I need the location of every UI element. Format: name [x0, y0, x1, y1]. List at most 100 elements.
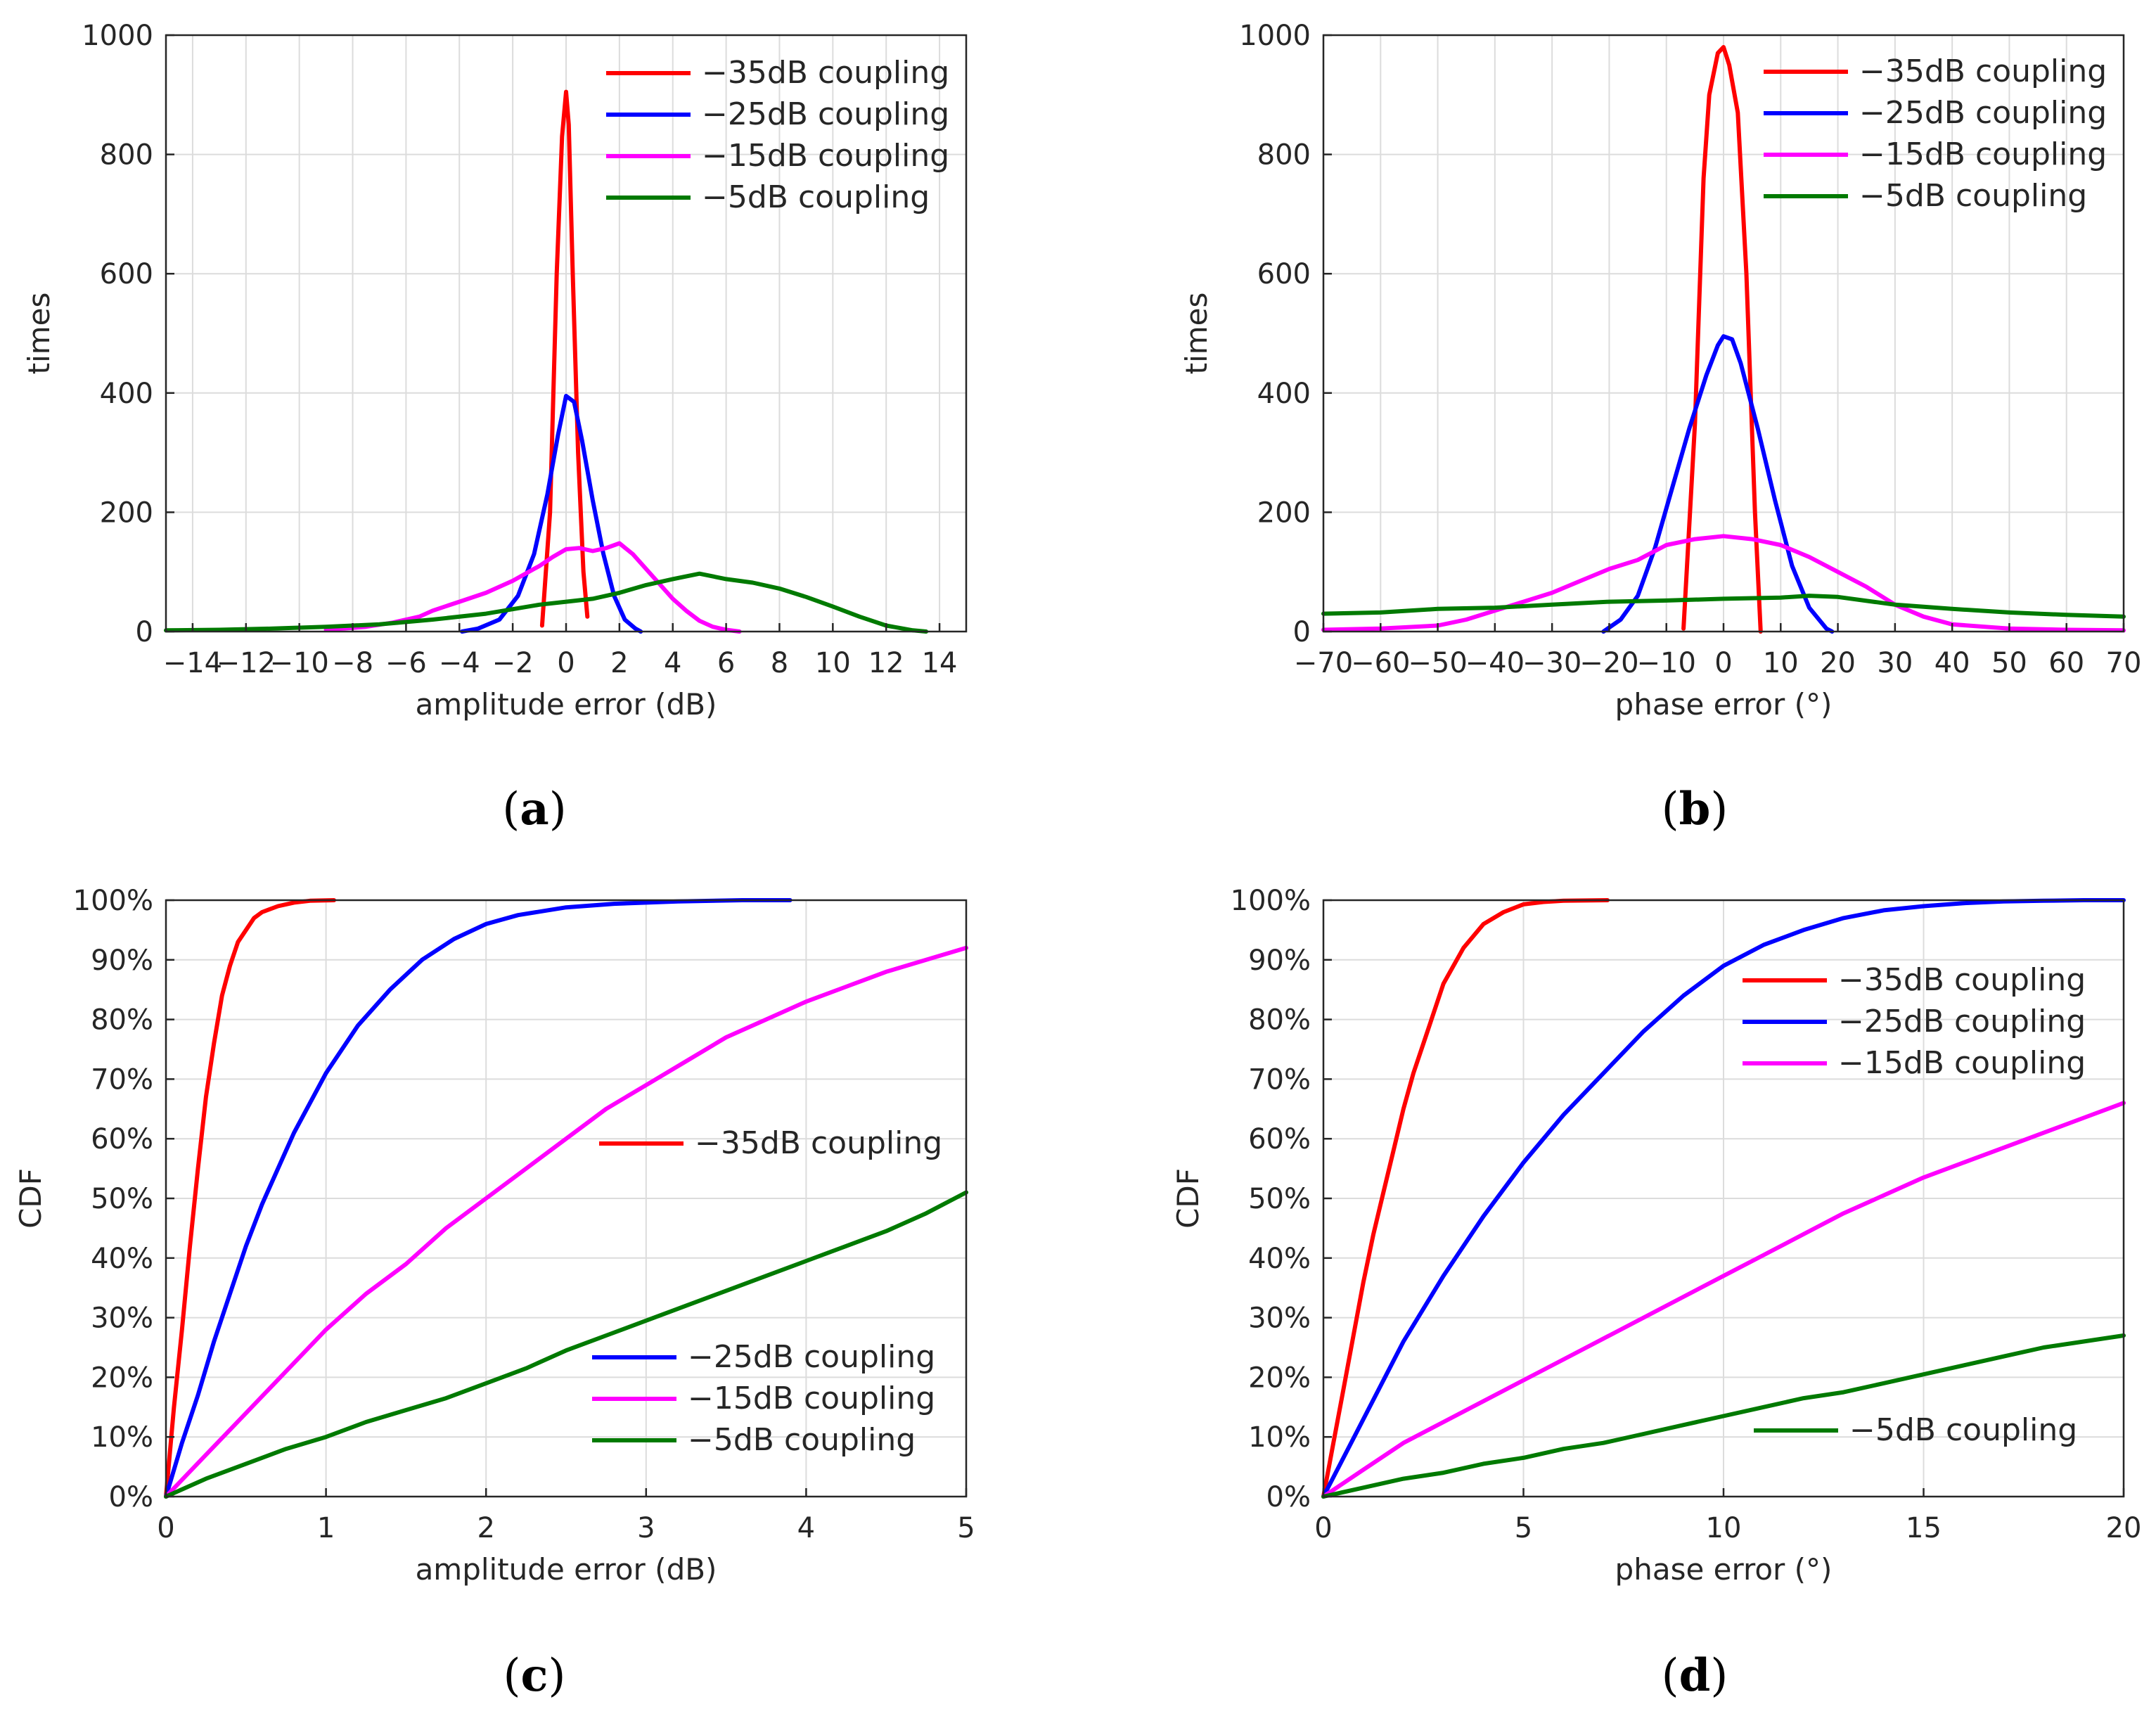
y-tick-label: 0% — [1266, 1481, 1311, 1513]
x-tick-label: −6 — [385, 647, 427, 679]
panel-label: (b) — [1662, 783, 1728, 835]
y-tick-label: 100% — [73, 885, 153, 917]
y-tick-label: 80% — [91, 1004, 153, 1037]
series-line-0 — [1681, 45, 1763, 634]
x-tick-label: 3 — [637, 1512, 655, 1544]
legend-entry: −15dB coupling — [688, 1381, 935, 1416]
series-line-3 — [164, 1190, 968, 1499]
x-tick-label: −20 — [1579, 647, 1638, 679]
series-line-3 — [1321, 1333, 2126, 1499]
legend-entry: −15dB coupling — [1838, 1045, 2086, 1081]
x-tick-label: 50 — [1991, 647, 2027, 679]
legend-entry: −5dB coupling — [688, 1422, 916, 1458]
legend-entry: −25dB coupling — [1838, 1004, 2086, 1039]
legend-entry: −35dB coupling — [695, 1125, 942, 1161]
chart-panel-c: 0 1 2 3 4 50%10%20%30%40%50%60%70%80%90%100%a… — [13, 885, 975, 1702]
series-line-2 — [164, 945, 968, 1499]
y-tick-label: 200 — [1257, 497, 1311, 529]
x-tick-label: 10 — [815, 647, 851, 679]
x-tick-label: 0 — [1314, 1512, 1332, 1544]
y-tick-label: 400 — [100, 378, 153, 410]
y-axis-label: times — [22, 293, 56, 375]
legend-entry: −15dB coupling — [702, 138, 949, 174]
y-tick-label: 0 — [136, 616, 153, 648]
panel-label: (a) — [502, 783, 566, 835]
legend-1: −5dB coupling — [1754, 1412, 2077, 1448]
y-tick-label: 20% — [1248, 1362, 1311, 1394]
y-tick-label: 800 — [100, 139, 153, 172]
y-tick-label: 100% — [1231, 885, 1311, 917]
x-axis-label: phase error (°) — [1615, 687, 1833, 722]
series-line-2 — [1321, 534, 2126, 633]
x-axis-label: amplitude error (dB) — [416, 687, 717, 722]
x-tick-label: −12 — [217, 647, 276, 679]
series-line-1 — [1601, 334, 1835, 634]
x-tick-label: −40 — [1465, 647, 1525, 679]
y-tick-label: 60% — [1248, 1123, 1311, 1155]
x-tick-label: −10 — [1637, 647, 1696, 679]
x-tick-label: 5 — [957, 1512, 975, 1544]
y-tick-label: 0 — [1293, 616, 1311, 648]
y-tick-label: 60% — [91, 1123, 153, 1155]
y-tick-label: 600 — [100, 258, 153, 290]
x-tick-label: 2 — [477, 1512, 494, 1544]
series-line-2 — [1321, 1101, 2126, 1499]
series-group — [164, 898, 968, 1499]
x-tick-label: 15 — [1906, 1512, 1942, 1544]
x-tick-label: 60 — [2048, 647, 2084, 679]
x-tick-label: 20 — [2106, 1512, 2142, 1544]
series-group — [164, 89, 929, 634]
legend-entry: −35dB coupling — [702, 55, 949, 91]
x-tick-label: 10 — [1763, 647, 1799, 679]
x-tick-label: 12 — [868, 647, 904, 679]
x-tick-label: −2 — [492, 647, 534, 679]
x-tick-label: 20 — [1820, 647, 1856, 679]
series-group — [1321, 898, 2126, 1499]
y-tick-label: 200 — [100, 497, 153, 529]
y-tick-label: 800 — [1257, 139, 1311, 172]
series-line-0 — [1321, 898, 1610, 1499]
x-tick-label: 4 — [797, 1512, 815, 1544]
x-tick-label: −70 — [1294, 647, 1353, 679]
y-tick-label: 80% — [1248, 1004, 1311, 1037]
x-tick-label: −10 — [269, 647, 328, 679]
legend-entry: −5dB coupling — [1859, 178, 2087, 214]
legend-0: −35dB coupling −25dB coupling −15dB coupli… — [606, 55, 949, 215]
x-tick-label: 40 — [1934, 647, 1970, 679]
x-tick-label: 6 — [717, 647, 735, 679]
x-tick-label: 30 — [1877, 647, 1913, 679]
x-tick-label: −8 — [332, 647, 373, 679]
y-tick-label: 400 — [1257, 378, 1311, 410]
series-line-1 — [164, 898, 793, 1499]
y-tick-label: 30% — [1248, 1302, 1311, 1335]
y-tick-label: 600 — [1257, 258, 1311, 290]
x-tick-label: 0 — [1714, 647, 1732, 679]
x-axis-label: phase error (°) — [1615, 1552, 1833, 1587]
legend-1: −25dB coupling −15dB coupling −5dB couplin… — [592, 1339, 935, 1458]
x-tick-label: 4 — [664, 647, 681, 679]
x-tick-label: 10 — [1706, 1512, 1742, 1544]
y-tick-label: 90% — [91, 945, 153, 977]
series-group — [1321, 45, 2126, 634]
x-tick-label: −4 — [439, 647, 480, 679]
x-tick-label: 1 — [317, 1512, 335, 1544]
y-axis-label: CDF — [13, 1168, 48, 1229]
y-tick-label: 0% — [109, 1481, 153, 1513]
y-tick-label: 20% — [91, 1362, 153, 1394]
legend-entry: −5dB coupling — [1849, 1412, 2077, 1448]
y-tick-label: 40% — [91, 1243, 153, 1275]
y-tick-label: 50% — [91, 1183, 153, 1215]
x-tick-label: 5 — [1515, 1512, 1532, 1544]
gridlines — [166, 34, 966, 632]
x-tick-label: −50 — [1408, 647, 1467, 679]
chart-panel-b: −70−60−50−40−30−20−10 0 10 20 30 40 50 60 70 0 200… — [1179, 20, 2141, 835]
x-tick-label: 2 — [610, 647, 628, 679]
legend-entry: −25dB coupling — [702, 96, 949, 132]
series-line-0 — [164, 898, 336, 1499]
chart-panel-d: 0 5 10 15 20 0% 10% 20% 30% 40% 50% 60% 70% 80% 90% 100… — [1171, 885, 2141, 1702]
legend-entry: −35dB coupling — [1859, 53, 2107, 89]
legend-entry: −25dB coupling — [688, 1339, 935, 1375]
series-line-2 — [323, 541, 742, 634]
chart-panel-a: −14−12−10 −8 −6 −4 −2 0 2 4 6 8 10 12 14 0 200 400 600 80… — [22, 20, 968, 835]
x-tick-label: −60 — [1351, 647, 1410, 679]
